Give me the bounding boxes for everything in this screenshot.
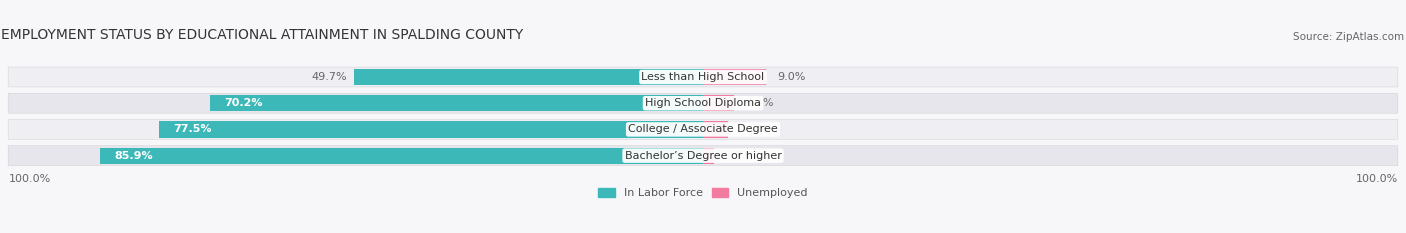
- FancyBboxPatch shape: [8, 120, 1398, 139]
- Text: 4.4%: 4.4%: [745, 98, 773, 108]
- Bar: [100, 147, 703, 164]
- Bar: [354, 69, 703, 85]
- FancyBboxPatch shape: [8, 93, 1398, 113]
- Bar: [159, 121, 703, 137]
- Text: 9.0%: 9.0%: [778, 72, 806, 82]
- Text: 49.7%: 49.7%: [312, 72, 347, 82]
- Bar: [211, 95, 703, 111]
- Text: High School Diploma: High School Diploma: [645, 98, 761, 108]
- Text: Source: ZipAtlas.com: Source: ZipAtlas.com: [1294, 32, 1405, 42]
- Text: 100.0%: 100.0%: [8, 175, 51, 185]
- Bar: [703, 121, 727, 137]
- Legend: In Labor Force, Unemployed: In Labor Force, Unemployed: [593, 183, 813, 203]
- FancyBboxPatch shape: [8, 67, 1398, 87]
- Bar: [703, 147, 713, 164]
- Text: 77.5%: 77.5%: [173, 124, 212, 134]
- Text: 85.9%: 85.9%: [114, 151, 153, 161]
- Text: 70.2%: 70.2%: [225, 98, 263, 108]
- Text: College / Associate Degree: College / Associate Degree: [628, 124, 778, 134]
- Text: 100.0%: 100.0%: [1355, 175, 1398, 185]
- Text: 1.5%: 1.5%: [724, 151, 754, 161]
- Text: Less than High School: Less than High School: [641, 72, 765, 82]
- Text: EMPLOYMENT STATUS BY EDUCATIONAL ATTAINMENT IN SPALDING COUNTY: EMPLOYMENT STATUS BY EDUCATIONAL ATTAINM…: [1, 28, 523, 42]
- Bar: [703, 69, 766, 85]
- Bar: [703, 95, 734, 111]
- Text: Bachelor’s Degree or higher: Bachelor’s Degree or higher: [624, 151, 782, 161]
- FancyBboxPatch shape: [8, 146, 1398, 166]
- Text: 3.5%: 3.5%: [738, 124, 768, 134]
